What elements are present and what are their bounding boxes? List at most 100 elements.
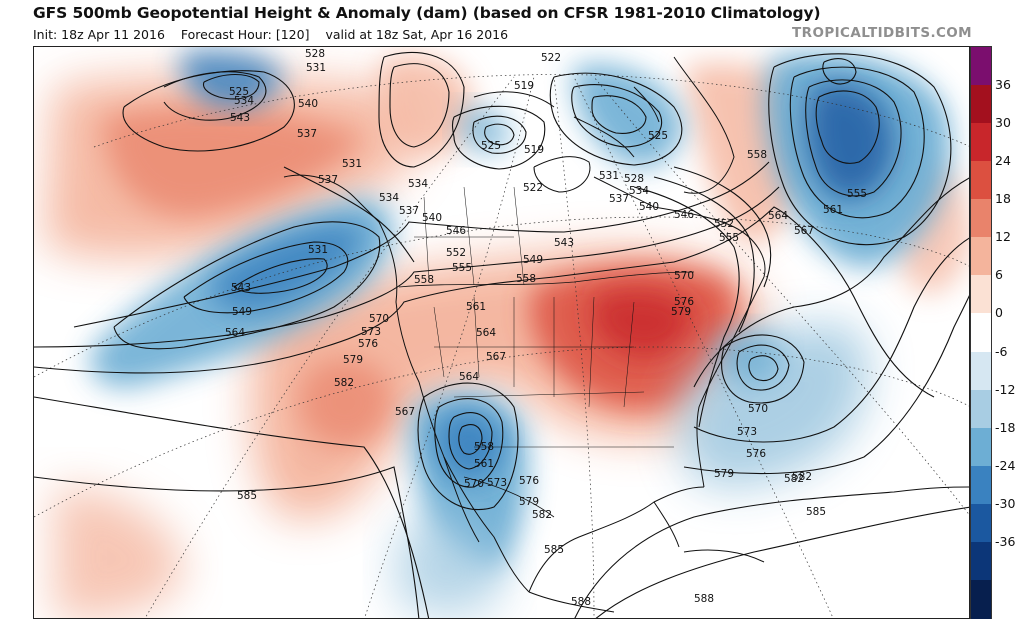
contour-label: 579	[714, 468, 734, 480]
contour-baffin-2	[571, 84, 663, 148]
colorbar-label: 12	[995, 229, 1011, 245]
contour-label: 582	[784, 473, 804, 485]
longitude-line	[144, 76, 515, 618]
contour-baffin-3	[591, 95, 647, 134]
colorbar-segment	[971, 579, 991, 619]
contour-east-trough-1	[633, 186, 740, 428]
contour-label: 555	[719, 232, 739, 244]
contour-label: 534	[629, 185, 649, 197]
contour-label: 531	[308, 244, 328, 256]
contour-ridge-1	[34, 206, 935, 398]
contour-greenland-4	[815, 90, 880, 164]
colorbar-segment	[971, 199, 991, 239]
contour-585-east	[595, 506, 969, 618]
cold-anomaly-southwest-core	[435, 411, 504, 481]
contour-baffin-1	[549, 72, 683, 166]
forecast-hour: Forecast Hour: [120]	[180, 27, 310, 42]
contour-label: 573	[361, 326, 381, 338]
contour-label: 585	[237, 490, 257, 502]
contour-label: 537	[609, 193, 629, 205]
contour-label: 570	[369, 313, 389, 325]
contour-west-low-1	[113, 221, 381, 350]
contour-label: 552	[714, 218, 734, 230]
valid-time: valid at 18z Sat, Apr 16 2016	[325, 27, 509, 42]
contour-atlantic-low-2	[736, 344, 790, 391]
contour-label: 570	[674, 270, 694, 282]
contour-label: 549	[523, 254, 543, 266]
contour-sw-low-1	[417, 382, 519, 511]
contour-ridge-3	[73, 161, 770, 328]
contour-sw-low-4	[458, 424, 483, 455]
contour-label: 543	[231, 282, 251, 294]
contour-ridge-2	[34, 186, 780, 348]
contour-atlantic-2	[693, 237, 969, 443]
contour-atlantic-low-1	[721, 334, 805, 404]
contour-atlantic-1	[693, 177, 969, 388]
contour-atlantic-3	[683, 295, 969, 475]
contour-580s	[34, 396, 430, 618]
contour-label: 525	[229, 86, 249, 98]
contour-alaska-3	[202, 73, 260, 100]
contour-alaska-2	[163, 71, 267, 121]
us-mexico-border	[463, 476, 555, 518]
us-canada-border	[398, 271, 695, 288]
contour-label: 531	[342, 158, 362, 170]
colorbar-label: 0	[995, 305, 1003, 321]
coastline-greenland	[673, 56, 735, 194]
coastline-west	[378, 221, 530, 593]
contour-label: 564	[225, 327, 245, 339]
contour-label: 567	[486, 351, 506, 363]
coastline-florida	[653, 501, 680, 548]
contour-label: 555	[452, 262, 472, 274]
contour-trough-mid	[283, 166, 415, 263]
chart-title: GFS 500mb Geopotential Height & Anomaly …	[33, 4, 821, 22]
contour-label: 546	[674, 209, 694, 221]
contour-label: 531	[306, 62, 326, 74]
contour-label: 522	[541, 52, 561, 64]
contour-label: 558	[516, 273, 536, 285]
colorbar-segment	[971, 47, 991, 87]
contour-label: 522	[523, 182, 543, 194]
colorbar-segment	[971, 465, 991, 505]
colorbar-label: 36	[995, 77, 1011, 93]
coastline-hudson	[533, 156, 591, 193]
contour-label: 570	[464, 478, 484, 490]
contour-label: 573	[487, 477, 507, 489]
colorbar-label: -36	[995, 533, 1016, 549]
contour-label: 582	[334, 377, 354, 389]
colorbar-segment	[971, 427, 991, 467]
colorbar-label: 6	[995, 267, 1003, 283]
contour-greenland-2	[789, 66, 925, 219]
contour-label: 537	[399, 205, 419, 217]
contour-label: 558	[747, 149, 767, 161]
contour-label: 540	[639, 201, 659, 213]
contour-east-trough-2	[653, 176, 755, 333]
colorbar-label: 24	[995, 153, 1011, 169]
colorbar-label: -24	[995, 457, 1016, 473]
colorbar-segment	[971, 541, 991, 581]
contour-label: 555	[847, 188, 867, 200]
warm-anomaly-west	[299, 359, 394, 447]
contour-label: 537	[318, 174, 338, 186]
contour-label: 564	[459, 371, 479, 383]
contour-label: 537	[297, 128, 317, 140]
contour-label: 582	[792, 471, 812, 483]
contour-label: 519	[524, 144, 544, 156]
contour-hudson-low-2	[472, 115, 527, 154]
watermark: TROPICALTIDBITS.COM	[792, 25, 972, 41]
colorbar-segment	[971, 161, 991, 201]
colorbar-segment	[971, 503, 991, 543]
contour-label: 552	[446, 247, 466, 259]
init-time: Init: 18z Apr 11 2016	[33, 27, 165, 42]
contour-label: 576	[358, 338, 378, 350]
warm-anomaly-eastpac	[54, 487, 184, 618]
contour-label: 576	[674, 296, 694, 308]
colorbar-segment	[971, 275, 991, 315]
contour-label: 567	[794, 225, 814, 237]
contour-west-low-2	[183, 241, 349, 314]
contour-585	[34, 466, 420, 618]
colorbar-segment	[971, 313, 991, 353]
contour-label: 549	[232, 306, 252, 318]
